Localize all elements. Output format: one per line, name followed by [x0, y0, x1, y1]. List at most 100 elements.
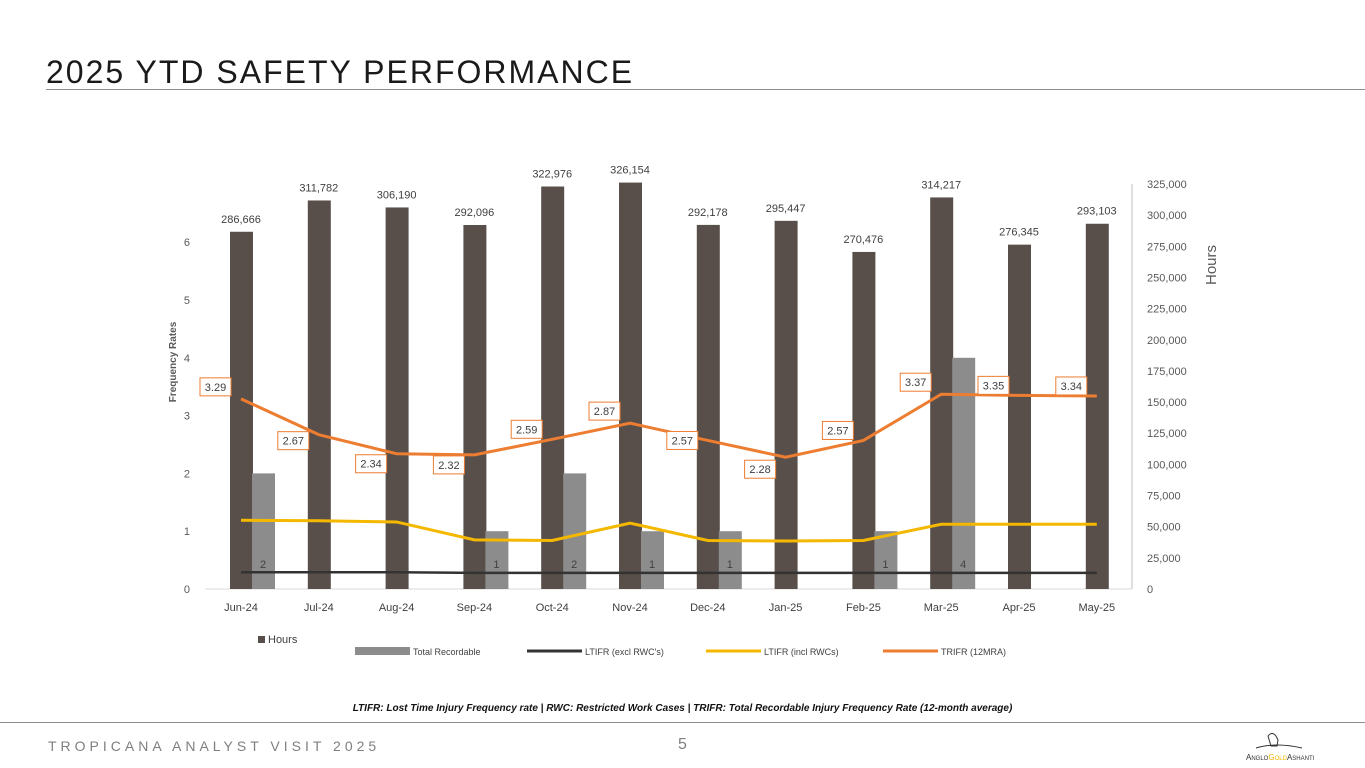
trifr-label-box: [199, 377, 232, 397]
trifr-label-box: [432, 455, 465, 475]
y2-tick-label: 250,000: [1147, 272, 1187, 284]
trifr-label-box: [510, 419, 543, 439]
x-tick-label: Jan-25: [769, 602, 803, 614]
hours-bar: [541, 186, 565, 589]
x-tick-label: Nov-24: [612, 602, 647, 614]
x-tick-label: Oct-24: [536, 602, 569, 614]
y-axis-title: Frequency Rates: [168, 321, 179, 402]
trifr-label-box: [821, 420, 854, 440]
trifr-label-box: [1055, 376, 1088, 396]
trifr-label-box: [666, 430, 699, 450]
total-recordable-data-label: 4: [960, 559, 966, 571]
page-number: 5: [678, 736, 687, 753]
total-recordable-data-label: 2: [571, 559, 577, 571]
y2-tick-label: 25,000: [1147, 553, 1181, 565]
y2-tick-label: 200,000: [1147, 335, 1187, 347]
hours-data-label: 286,666: [221, 214, 261, 226]
hours-data-label: 314,217: [921, 179, 961, 191]
ltifr-incl-line: [240, 518, 1097, 543]
trifr-label-box: [744, 459, 777, 479]
total-recordable-data-label: 1: [493, 559, 499, 571]
safety-chart: 0 1 2 3 4 5 6 0 25,000 50,000 75,000 100,000 125,000…: [168, 165, 1220, 657]
total-recordable-bar: [485, 531, 509, 589]
legend-hours-swatch: [258, 636, 265, 643]
legend-label: TRIFR (12MRA): [941, 647, 1006, 657]
total-recordable-data-label: 1: [727, 559, 733, 571]
hours-data-label: 326,154: [610, 165, 650, 177]
hours-bar: [852, 251, 876, 589]
trifr-data-label: 3.29: [205, 382, 226, 394]
legend-hours-label: Hours: [268, 634, 298, 646]
y2-tick-label: 50,000: [1147, 522, 1181, 534]
legend-swatch: [355, 647, 410, 655]
hours-data-label: 270,476: [844, 234, 884, 246]
trifr-data-label: 2.59: [516, 424, 537, 436]
x-tick-label: Jun-24: [224, 602, 258, 614]
legend-label: LTIFR (excl RWC's): [585, 647, 664, 657]
y2-tick-label: 225,000: [1147, 304, 1187, 316]
hours-bar: [463, 225, 487, 589]
hours-bar: [696, 224, 720, 590]
y2-tick-label: 75,000: [1147, 491, 1181, 503]
y2-tick-label: 300,000: [1147, 210, 1187, 222]
trifr-label-box: [277, 431, 310, 451]
trifr-data-label: 2.34: [360, 459, 381, 471]
total-recordable-bar: [641, 531, 664, 589]
trifr-label-box: [977, 375, 1010, 395]
ltifr-excl-line: [241, 570, 1097, 575]
legend-label: LTIFR (incl RWCs): [764, 647, 839, 657]
total-recordable-bar: [563, 473, 587, 589]
trifr-data-label: 2.87: [594, 406, 615, 418]
x-tick-label: Dec-24: [690, 602, 725, 614]
hours-data-label: 322,976: [532, 169, 572, 181]
total-recordable-data-label: 1: [882, 559, 888, 571]
hours-data-label: 292,178: [688, 207, 728, 219]
total-recordable-bar: [952, 357, 976, 589]
trifr-label-box: [899, 372, 932, 392]
x-tick-label: Apr-25: [1002, 602, 1035, 614]
total-recordable-bar: [718, 531, 742, 589]
x-tick-label: May-25: [1078, 602, 1115, 614]
page-title: 2025 YTD SAFETY PERFORMANCE: [46, 54, 635, 90]
hours-bar: [230, 231, 253, 589]
y2-tick-label: 100,000: [1147, 459, 1187, 471]
hours-bar: [385, 207, 409, 589]
y-tick-label: 2: [184, 468, 190, 480]
anglogoldashanti-logo: ANGLOGOLDASHANTI: [1246, 733, 1315, 762]
y-tick-label: 5: [184, 295, 190, 307]
footer-divider: [0, 722, 1365, 723]
hours-bar: [774, 220, 798, 590]
y2-tick-label: 150,000: [1147, 397, 1187, 409]
hours-bar: [619, 182, 642, 589]
y2-tick-label: 125,000: [1147, 428, 1187, 440]
y-tick-label: 0: [184, 584, 190, 596]
svg-text:ANGLOGOLDASHANTI: ANGLOGOLDASHANTI: [1246, 753, 1315, 762]
x-tick-label: Feb-25: [846, 602, 881, 614]
hours-data-label: 306,190: [377, 189, 417, 201]
y2-tick-label: 325,000: [1147, 179, 1187, 191]
x-tick-label: Mar-25: [924, 602, 959, 614]
total-recordable-bar: [252, 473, 275, 589]
trifr-data-label: 2.67: [283, 436, 304, 448]
y-tick-label: 1: [184, 526, 190, 538]
y-tick-label: 6: [184, 237, 190, 249]
trifr-data-label: 2.57: [827, 425, 848, 437]
trifr-data-label: 3.37: [905, 377, 926, 389]
trifr-data-label: 2.32: [438, 460, 459, 472]
trifr-data-label: 3.34: [1061, 381, 1082, 393]
total-recordable-data-label: 1: [649, 559, 655, 571]
trifr-label-box: [355, 454, 388, 474]
hours-data-label: 295,447: [766, 203, 806, 215]
trifr-label-box: [588, 401, 621, 421]
hours-data-label: 276,345: [999, 227, 1039, 239]
total-recordable-bar: [874, 531, 898, 589]
title-divider: [46, 89, 1365, 90]
y2-axis-title: Hours: [1203, 245, 1220, 285]
y2-tick-label: 0: [1147, 584, 1153, 596]
trifr-data-label: 3.35: [983, 380, 1004, 392]
x-tick-label: Sep-24: [457, 602, 492, 614]
x-tick-label: Aug-24: [379, 602, 414, 614]
x-tick-label: Jul-24: [304, 602, 334, 614]
hours-data-label: 311,782: [299, 182, 338, 194]
footer-title: TROPICANA ANALYST VISIT 2025: [48, 738, 381, 754]
